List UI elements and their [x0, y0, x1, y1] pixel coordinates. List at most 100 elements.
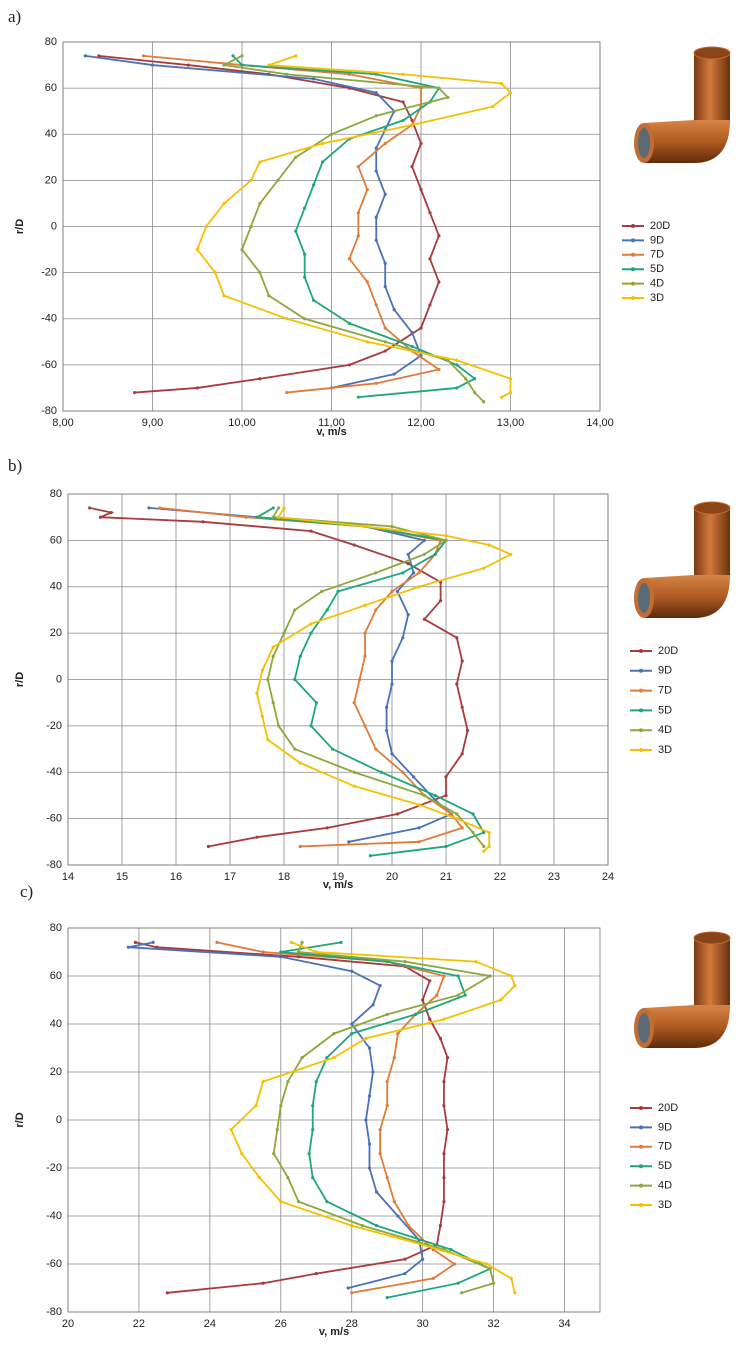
data-point	[460, 1291, 464, 1295]
data-point	[314, 1272, 318, 1276]
data-point	[487, 830, 491, 835]
data-point	[279, 950, 283, 954]
data-point	[352, 543, 356, 547]
x-axis-label: v, m/s	[323, 879, 353, 891]
data-point	[365, 340, 369, 344]
series-line	[266, 507, 485, 848]
legend-label: 7D	[658, 685, 672, 697]
data-point	[406, 612, 410, 617]
legend-marker	[639, 1144, 643, 1149]
data-point	[463, 993, 467, 997]
data-point	[204, 224, 208, 229]
data-point	[325, 608, 329, 612]
legend-marker	[631, 296, 635, 300]
pipe-vertical	[694, 938, 730, 1008]
data-point	[456, 993, 460, 997]
data-point	[455, 363, 459, 367]
data-point	[406, 552, 410, 556]
data-point	[240, 1152, 244, 1156]
data-point	[255, 691, 259, 696]
data-point	[231, 54, 235, 58]
data-point	[282, 506, 286, 510]
data-point	[395, 812, 399, 816]
data-point	[222, 201, 226, 206]
data-point	[482, 849, 486, 853]
pipe-elbow	[644, 575, 730, 618]
x-tick-label: 23	[548, 871, 560, 883]
data-point	[455, 817, 459, 821]
data-point	[422, 793, 426, 798]
data-point	[261, 1281, 265, 1285]
data-point	[158, 506, 162, 510]
y-axis-label: r/D	[14, 1112, 26, 1127]
data-point	[147, 506, 151, 510]
x-tick-label: 10,00	[228, 417, 256, 429]
data-point	[285, 317, 289, 321]
x-tick-label: 30	[417, 1318, 429, 1330]
data-point	[165, 1291, 169, 1295]
data-point	[442, 1152, 446, 1156]
data-point	[307, 1152, 311, 1156]
data-point	[383, 284, 387, 289]
data-point	[222, 63, 226, 67]
data-point	[401, 72, 405, 76]
data-point	[352, 784, 356, 788]
series-line	[254, 507, 486, 857]
data-point	[363, 631, 367, 635]
data-point	[368, 854, 372, 858]
legend-marker	[639, 1125, 643, 1130]
data-point	[320, 589, 324, 593]
data-point	[300, 940, 304, 945]
pipe-elbow	[644, 120, 730, 163]
legend-marker	[639, 688, 643, 693]
data-point	[444, 775, 448, 779]
data-point	[385, 705, 389, 709]
data-point	[466, 728, 470, 733]
data-point	[378, 1152, 382, 1156]
data-point	[367, 1046, 372, 1050]
data-point	[267, 63, 271, 67]
data-point	[442, 1104, 446, 1108]
data-point	[356, 211, 360, 215]
pipe-vertical	[694, 508, 730, 578]
data-point	[257, 1176, 262, 1180]
data-point	[412, 571, 416, 575]
data-point	[403, 1257, 407, 1261]
data-point	[509, 974, 513, 978]
data-point	[482, 844, 486, 849]
data-point	[473, 377, 477, 381]
legend-label: 4D	[650, 278, 664, 290]
data-point	[141, 54, 146, 58]
legend-label: 9D	[658, 1121, 672, 1133]
data-point	[378, 1128, 382, 1132]
legend-marker	[639, 1164, 643, 1169]
data-point	[285, 72, 289, 76]
data-point	[276, 178, 280, 182]
data-point	[271, 654, 275, 658]
data-point	[449, 812, 453, 816]
y-tick-label: 80	[50, 922, 62, 934]
data-point	[339, 940, 343, 945]
data-point	[410, 330, 414, 335]
series-line	[98, 54, 440, 394]
data-point	[303, 206, 307, 210]
data-point	[487, 844, 491, 849]
data-point	[347, 363, 351, 367]
data-point	[422, 617, 426, 621]
data-point	[403, 960, 407, 964]
data-point	[267, 294, 271, 298]
data-point	[491, 104, 495, 109]
data-point	[258, 201, 262, 206]
data-point	[385, 1176, 389, 1180]
data-point	[444, 534, 448, 538]
data-point	[258, 271, 262, 275]
x-tick-label: 8,00	[52, 417, 73, 429]
data-point	[374, 238, 378, 242]
data-point	[410, 118, 414, 123]
panel-label: b)	[8, 456, 22, 475]
data-point	[428, 303, 432, 307]
data-point	[374, 608, 378, 612]
data-point	[444, 538, 448, 542]
data-point	[374, 381, 378, 385]
data-point	[433, 793, 437, 798]
